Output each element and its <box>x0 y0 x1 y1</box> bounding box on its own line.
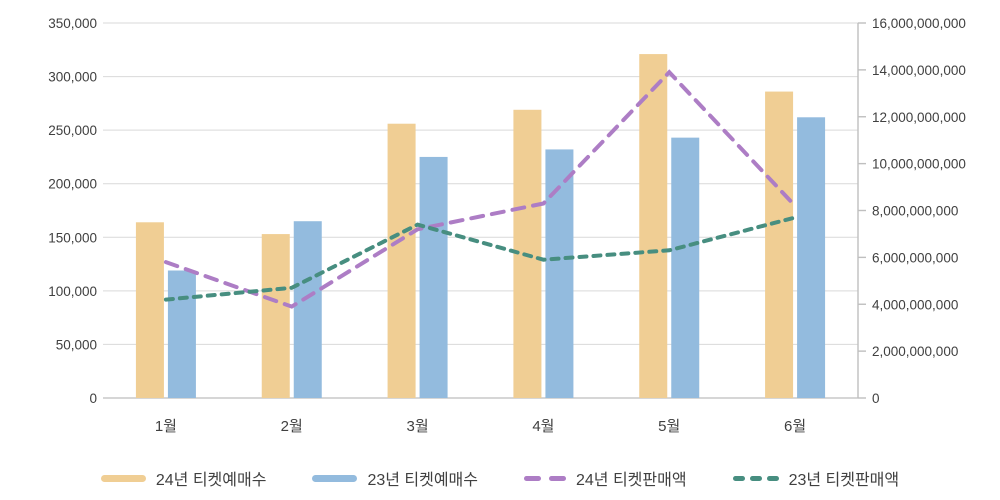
left-axis-tick-label: 250,000 <box>48 123 97 138</box>
right-axis-tick-label: 10,000,000,000 <box>872 157 966 172</box>
right-axis-tick-label: 6,000,000,000 <box>872 250 958 265</box>
line-23년 <box>163 215 798 302</box>
left-axis-tick-label: 50,000 <box>56 337 97 352</box>
legend-item-sales-24: 24년 티켓판매액 <box>524 466 687 490</box>
legend-item-sales-23: 23년 티켓판매액 <box>732 466 900 490</box>
legend-label-bookings-24: 24년 티켓예매수 <box>155 472 267 489</box>
x-axis-category-label: 6월 <box>784 418 806 435</box>
bar-23년-month-1 <box>167 270 196 398</box>
bar-23년-month-2 <box>293 221 322 398</box>
bar-24년-month-1 <box>135 222 164 398</box>
bar-24년-month-3 <box>387 123 416 398</box>
right-axis-tick-label: 16,000,000,000 <box>872 16 966 31</box>
right-axis-tick-label: 8,000,000,000 <box>872 204 958 219</box>
bar-24년-month-2 <box>261 234 290 398</box>
left-axis-tick-label: 150,000 <box>48 230 97 245</box>
legend-swatch-dashed-line-23-icon <box>732 475 779 481</box>
right-axis-tick-label: 4,000,000,000 <box>872 297 958 312</box>
legend-swatch-bar-23-icon <box>312 474 358 482</box>
left-axis-tick-label: 200,000 <box>48 177 97 192</box>
bar-23년-month-6 <box>797 117 826 399</box>
legend: 24년 티켓예매수 23년 티켓예매수 24년 티켓판매액 23년 티켓판매액 <box>0 466 1000 490</box>
legend-swatch-bar-24-icon <box>100 474 146 482</box>
right-axis-tick-label: 14,000,000,000 <box>872 63 966 78</box>
left-axis-tick-label: 0 <box>89 391 97 406</box>
bar-24년-month-6 <box>765 91 794 399</box>
legend-label-sales-24: 24년 티켓판매액 <box>576 472 687 489</box>
x-axis-category-label: 1월 <box>155 418 177 435</box>
legend-label-bookings-23: 23년 티켓예매수 <box>367 472 478 489</box>
right-axis-tick-label: 0 <box>872 391 880 406</box>
legend-item-bookings-24: 24년 티켓예매수 <box>100 466 267 490</box>
legend-item-bookings-23: 23년 티켓예매수 <box>312 466 478 490</box>
left-axis-tick-label: 300,000 <box>48 70 97 85</box>
legend-swatch-dashed-line-24-icon <box>524 475 566 481</box>
bar-23년-month-3 <box>419 156 448 398</box>
left-axis-tick-label: 350,000 <box>48 16 97 31</box>
right-axis-tick-label: 12,000,000,000 <box>872 110 966 125</box>
bar-23년-month-4 <box>545 149 574 398</box>
bar-23년-month-5 <box>671 137 700 398</box>
left-axis-tick-label: 100,000 <box>48 284 97 299</box>
bar-24년-month-5 <box>639 54 668 398</box>
right-axis-tick-label: 2,000,000,000 <box>872 344 958 359</box>
line-24년 <box>163 69 798 309</box>
x-axis-category-label: 3월 <box>407 418 429 435</box>
legend-label-sales-23: 23년 티켓판매액 <box>788 472 900 489</box>
x-axis-category-label: 4월 <box>532 418 554 435</box>
x-axis-category-label: 5월 <box>658 418 680 435</box>
x-axis-category-label: 2월 <box>281 418 303 435</box>
